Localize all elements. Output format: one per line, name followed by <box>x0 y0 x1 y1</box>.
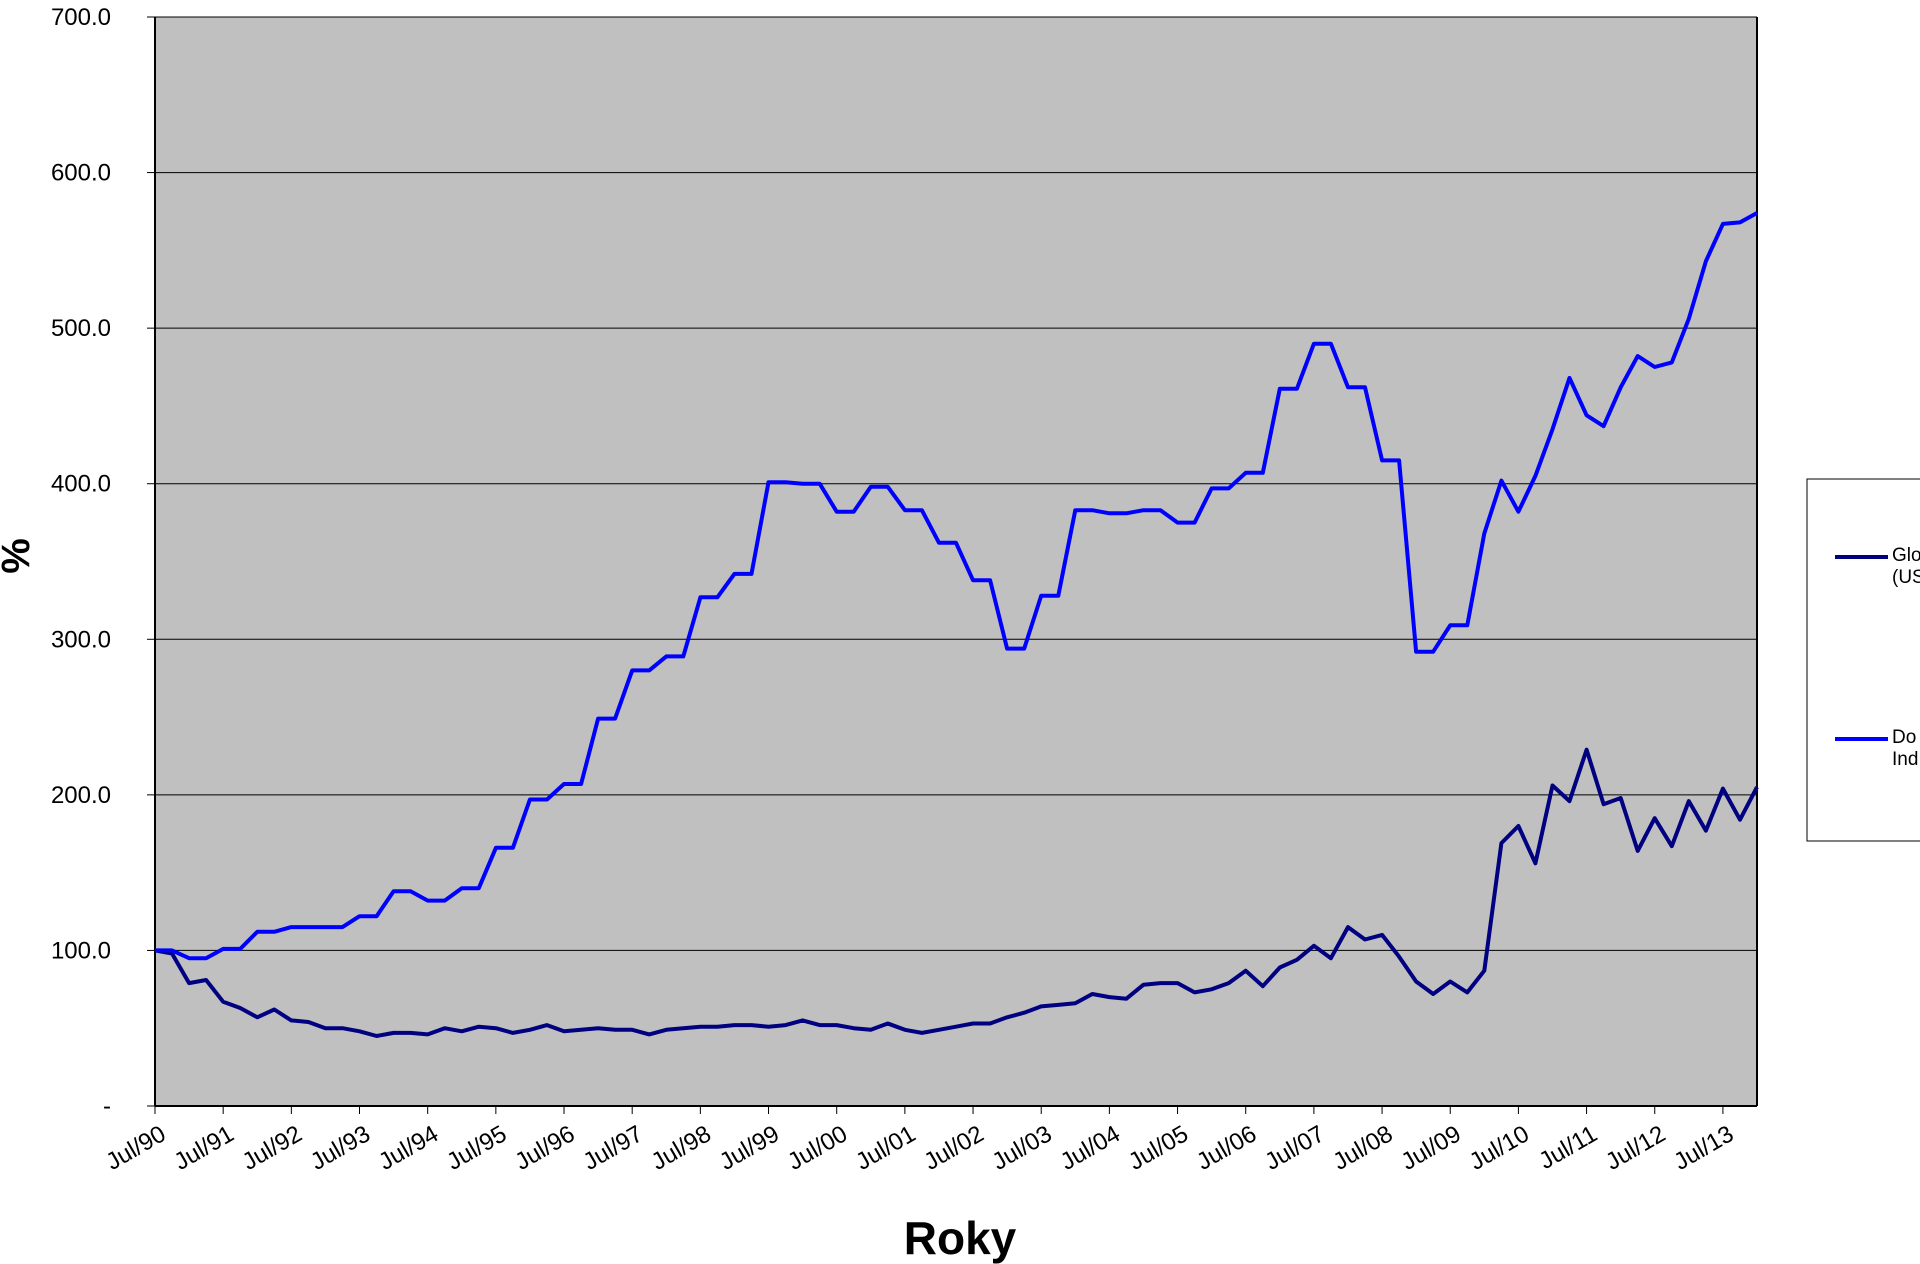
x-tick-label: Jul/92 <box>238 1120 307 1175</box>
x-tick-label: Jul/00 <box>783 1120 852 1175</box>
x-tick-label: Jul/94 <box>374 1120 443 1175</box>
y-tick-label: 700.0 <box>51 4 111 31</box>
series-line <box>154 747 1759 1038</box>
x-tick-label: Jul/05 <box>1124 1120 1193 1175</box>
y-tick-label: 200.0 <box>51 782 111 809</box>
x-tick-label: Jul/95 <box>442 1120 511 1175</box>
x-tick-label: Jul/03 <box>988 1120 1057 1175</box>
y-tick-label: 600.0 <box>51 160 111 187</box>
legend-label: Glo (US <box>1892 545 1920 588</box>
x-tick-label: Jul/12 <box>1601 1120 1670 1175</box>
x-tick-label: Jul/98 <box>647 1120 716 1175</box>
legend-box <box>1806 478 1920 842</box>
x-tick-label: Jul/09 <box>1397 1120 1466 1175</box>
x-tick-label: Jul/08 <box>1328 1120 1397 1175</box>
x-tick-label: Jul/04 <box>1056 1120 1125 1175</box>
y-tick-label: 400.0 <box>51 471 111 498</box>
series-line <box>155 211 1758 961</box>
x-axis-title: Roky <box>904 1212 1017 1264</box>
x-tick-label: Jul/01 <box>851 1120 920 1175</box>
y-tick-label: 300.0 <box>51 626 111 653</box>
x-tick-label: Jul/97 <box>579 1120 648 1175</box>
x-tick-label: Jul/13 <box>1669 1120 1738 1175</box>
x-tick-label: Jul/91 <box>170 1120 239 1175</box>
x-tick-label: Jul/10 <box>1465 1120 1534 1175</box>
y-axis-title: % <box>0 538 37 574</box>
x-tick-label: Jul/93 <box>306 1120 375 1175</box>
y-tick-label: - <box>103 1093 111 1120</box>
x-tick-label: Jul/96 <box>510 1120 579 1175</box>
y-tick-label: 500.0 <box>51 315 111 342</box>
plot-area <box>155 17 1757 1106</box>
x-tick-label: Jul/90 <box>101 1120 170 1175</box>
legend-label: Do Ind <box>1892 727 1919 770</box>
x-tick-label: Jul/06 <box>1192 1120 1261 1175</box>
x-tick-label: Jul/99 <box>715 1120 784 1175</box>
x-tick-label: Jul/02 <box>919 1120 988 1175</box>
x-tick-label: Jul/11 <box>1535 1120 1602 1175</box>
x-tick-label: Jul/07 <box>1260 1120 1329 1175</box>
y-tick-label: 100.0 <box>51 937 111 964</box>
